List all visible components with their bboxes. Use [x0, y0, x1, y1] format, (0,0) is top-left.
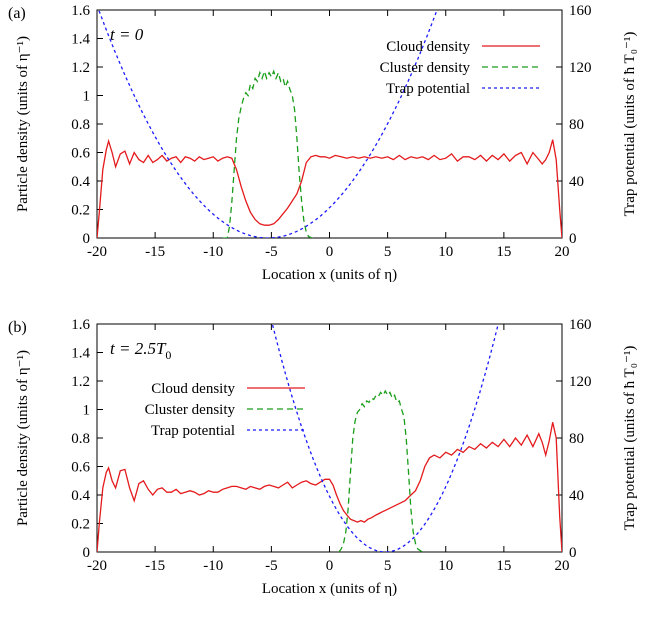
- panel-a-ytick-label: 0.2: [71, 203, 90, 219]
- panel-a-series-trap-potential: [98, 10, 438, 238]
- panel-b-series-cloud-density: [97, 422, 562, 552]
- panel-a-series-cluster-density: [222, 69, 316, 238]
- panel-a-legend-label: Cloud density: [386, 39, 470, 55]
- panel-a-xtick-label: 15: [496, 244, 511, 260]
- panel-b-time-label-main: t = 2.5T: [110, 339, 167, 358]
- panel-b-ytick-label: 1: [83, 403, 91, 419]
- panel-a-y2label: Trap potential (units of ħ T₀⁻¹): [622, 32, 638, 217]
- panel-a-y2tick-label: 120: [569, 60, 592, 76]
- panel-a-y2tick-label: 80: [569, 117, 584, 133]
- panel-a-xtick-label: 20: [555, 244, 570, 260]
- panel-a-xtick-label: -20: [87, 244, 107, 260]
- panel-a-xtick-label: -5: [265, 244, 278, 260]
- panel-b-ytick-label: 0.8: [71, 431, 90, 447]
- panel-b: -20 -15 -10 -5 0 5 10 15 2000.20.40.60.811.21.41…: [8, 317, 638, 597]
- panel-b-y2tick-label: 160: [569, 317, 592, 333]
- panel-a-ytick-label: 1.2: [71, 60, 90, 76]
- panel-a-xtick-label: -10: [203, 244, 223, 260]
- panel-b-ytick-label: 1.6: [71, 317, 90, 333]
- panel-b-ytick-label: 0.4: [71, 488, 90, 504]
- panel-b-y2tick-label: 0: [569, 545, 577, 561]
- panel-b-ytick-label: 0.6: [71, 460, 90, 476]
- panel-b-ytick-label: 1.2: [71, 374, 90, 390]
- panel-a-plot-area: [97, 10, 562, 238]
- panel-a-ytick-label: 1: [83, 89, 91, 105]
- panel-a-xtick-label: 0: [326, 244, 334, 260]
- panel-b-legend-label: Cloud density: [151, 381, 235, 397]
- panel-b-y2tick-label: 80: [569, 431, 584, 447]
- panel-a-y2tick-label: 40: [569, 174, 584, 190]
- panel-b-panel-label: (b): [8, 319, 27, 336]
- panel-b-y2label: Trap potential (units of ħ T₀⁻¹): [622, 346, 638, 531]
- panel-a-xlabel: Location x (units of η): [262, 267, 397, 283]
- panel-b-plot-area: [97, 324, 562, 552]
- panel-b-series-cluster-density: [338, 389, 423, 552]
- panel-b-xtick-label: 15: [496, 558, 511, 574]
- panel-b-ylabel: Particle density (units of η⁻¹): [15, 350, 31, 526]
- panel-b-xtick-label: 5: [384, 558, 392, 574]
- panel-a-ytick-label: 0: [83, 231, 91, 247]
- panel-b-series-trap-potential: [271, 324, 499, 552]
- panel-b-xtick-label: 0: [326, 558, 334, 574]
- panel-b-legend: Cloud density Cluster density Trap potenti…: [145, 381, 305, 439]
- panel-a-ytick-label: 0.6: [71, 146, 90, 162]
- panel-a-ytick-label: 1.6: [71, 3, 90, 19]
- panel-a-panel-label: (a): [8, 5, 26, 22]
- panel-b-xtick-label: -5: [265, 558, 278, 574]
- panel-a-ytick-label: 0.4: [71, 174, 90, 190]
- panel-a-y2tick-label: 0: [569, 231, 577, 247]
- panel-b-time-label: t = 2.5T0: [110, 339, 171, 362]
- panel-a-xtick-label: 10: [438, 244, 453, 260]
- panel-a-series-cloud-density: [97, 138, 562, 238]
- panel-a: -20 -15 -10 -5 0 5 10 15 2000.20.40.60.811.21.41…: [8, 3, 638, 283]
- panel-b-xtick-label: -20: [87, 558, 107, 574]
- panel-b-ytick-label: 1.4: [71, 346, 90, 362]
- panel-b-xlabel: Location x (units of η): [262, 581, 397, 597]
- panel-b-ytick-label: 0: [83, 545, 91, 561]
- panel-a-legend: Cloud density Cluster density Trap potenti…: [380, 39, 540, 97]
- panel-a-xtick-label: 5: [384, 244, 392, 260]
- panel-b-legend-label: Cluster density: [145, 402, 236, 418]
- panel-b-xtick-label: -15: [145, 558, 165, 574]
- panel-b-ytick-label: 0.2: [71, 517, 90, 533]
- panel-b-legend-label: Trap potential: [151, 423, 235, 439]
- panel-b-y2tick-label: 120: [569, 374, 592, 390]
- panel-b-y2tick-label: 40: [569, 488, 584, 504]
- panel-a-ytick-label: 1.4: [71, 32, 90, 48]
- panel-a-legend-label: Cluster density: [380, 60, 471, 76]
- panel-b-xtick-label: 10: [438, 558, 453, 574]
- panel-a-y2tick-label: 160: [569, 3, 592, 19]
- panel-a-plot-frame: [96, 9, 563, 239]
- panel-a-legend-label: Trap potential: [386, 81, 470, 97]
- panel-a-ylabel: Particle density (units of η⁻¹): [15, 36, 31, 212]
- panel-b-time-label-sub: 0: [165, 348, 171, 362]
- panel-b-xtick-label: -10: [203, 558, 223, 574]
- panel-a-ytick-label: 0.8: [71, 117, 90, 133]
- panel-a-time-label: t = 0: [110, 25, 144, 44]
- panel-a-xtick-label: -15: [145, 244, 165, 260]
- panel-b-xtick-label: 20: [555, 558, 570, 574]
